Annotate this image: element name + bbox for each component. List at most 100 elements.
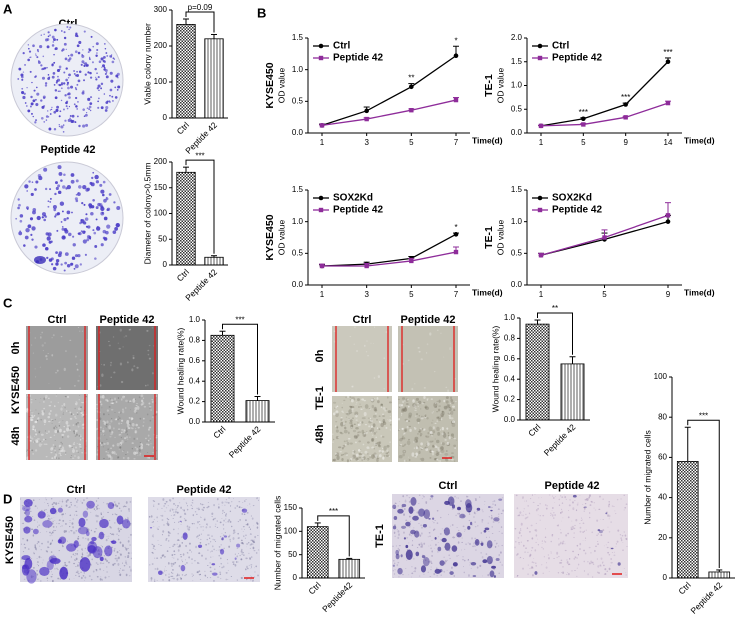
texture — [74, 514, 76, 516]
texture — [394, 502, 397, 505]
texture — [97, 504, 99, 507]
texture — [41, 509, 43, 512]
texture — [591, 561, 594, 564]
colony — [63, 71, 66, 74]
texture — [116, 515, 124, 525]
colony — [58, 115, 61, 118]
colony — [96, 87, 99, 90]
texture — [363, 399, 367, 402]
texture — [439, 560, 445, 566]
texture — [396, 563, 399, 567]
texture — [109, 423, 111, 425]
texture — [128, 416, 131, 419]
texture — [351, 456, 354, 458]
colony — [32, 208, 37, 212]
texture — [381, 450, 384, 453]
texture — [49, 436, 52, 439]
texture — [123, 505, 126, 508]
error-bar — [684, 426, 691, 462]
texture — [601, 562, 604, 564]
texture — [96, 427, 99, 431]
texture — [381, 436, 385, 438]
texture — [253, 539, 255, 541]
texture — [60, 453, 62, 455]
texture — [95, 506, 98, 508]
colony — [81, 54, 84, 56]
texture — [498, 516, 500, 518]
texture — [217, 506, 220, 509]
texture — [433, 458, 437, 461]
texture — [53, 455, 57, 459]
texture — [458, 512, 461, 515]
texture — [32, 567, 35, 569]
texture — [40, 580, 42, 582]
colony — [103, 216, 108, 221]
texture — [401, 412, 403, 415]
texture — [64, 563, 67, 567]
texture — [415, 439, 418, 443]
texture — [563, 494, 565, 496]
texture — [623, 532, 625, 533]
texture — [171, 575, 174, 578]
texture — [523, 508, 526, 510]
texture — [68, 444, 72, 448]
texture — [476, 510, 478, 513]
texture — [77, 456, 80, 460]
texture — [457, 512, 460, 515]
texture — [58, 422, 60, 424]
texture — [208, 534, 210, 536]
colony — [37, 61, 41, 64]
colony — [61, 30, 63, 32]
texture — [171, 508, 174, 511]
texture — [255, 552, 258, 554]
colony — [15, 217, 18, 220]
texture — [590, 560, 592, 563]
colony — [49, 188, 52, 191]
texture — [577, 502, 579, 504]
colony — [59, 110, 62, 113]
colony — [86, 112, 88, 114]
texture — [401, 525, 407, 529]
texture — [412, 515, 419, 521]
texture — [89, 575, 91, 577]
texture — [625, 574, 627, 576]
colony — [74, 50, 78, 54]
texture — [564, 549, 567, 552]
texture — [172, 528, 175, 531]
texture — [134, 406, 138, 411]
texture — [494, 540, 496, 542]
texture — [80, 401, 83, 403]
texture — [72, 424, 75, 426]
texture — [124, 505, 127, 508]
colony — [42, 55, 45, 58]
texture — [102, 516, 105, 518]
texture — [612, 562, 613, 564]
texture — [89, 554, 91, 557]
texture — [452, 436, 455, 438]
texture — [155, 410, 158, 414]
texture — [335, 436, 339, 440]
texture — [411, 566, 413, 568]
texture — [615, 546, 617, 548]
texture — [252, 579, 254, 581]
x-tick-label: Ctrl — [306, 580, 322, 596]
colony — [114, 227, 118, 231]
texture — [561, 542, 564, 545]
texture — [456, 527, 458, 528]
texture — [155, 395, 158, 397]
texture — [165, 573, 167, 577]
texture — [39, 336, 42, 339]
texture — [614, 551, 616, 553]
texture — [141, 399, 144, 403]
texture — [36, 419, 39, 422]
texture — [37, 578, 39, 580]
texture — [167, 562, 170, 565]
texture — [566, 559, 568, 561]
texture — [389, 423, 392, 426]
texture — [60, 526, 62, 528]
texture — [78, 394, 81, 396]
texture — [365, 431, 368, 434]
texture — [216, 520, 218, 522]
texture — [120, 528, 122, 531]
texture — [207, 549, 209, 551]
